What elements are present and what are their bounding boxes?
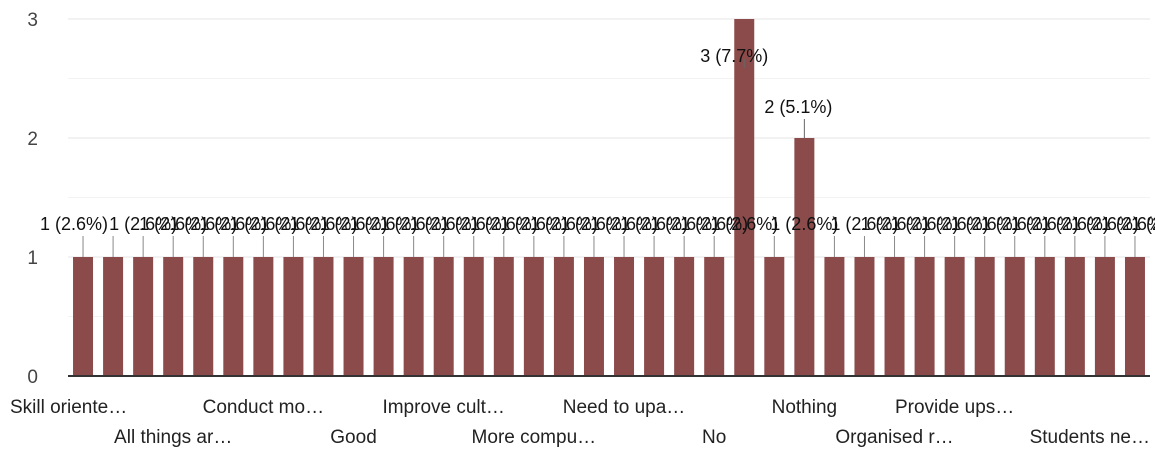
x-tick-label: More compu… (472, 427, 597, 448)
bar (583, 257, 604, 376)
bar (1064, 257, 1085, 376)
data-label: 1 (2.6%) (380, 214, 448, 234)
data-label: 1 (2.6%) (440, 214, 508, 234)
data-label: 1 (2.6%) (410, 214, 478, 234)
bar (974, 257, 995, 376)
x-tick-label: Improve cult… (382, 397, 504, 418)
data-label: 1 (2.6%) (500, 214, 568, 234)
data-label: 3 (7.7%) (700, 46, 768, 66)
data-label: 1 (2.6%) (951, 214, 1019, 234)
bar (1094, 257, 1115, 376)
data-label: 1 (2.6%) (289, 214, 357, 234)
bar (614, 257, 635, 376)
data-label: 1 (2.6%) (710, 214, 778, 234)
data-label: 1 (2.6%) (259, 214, 327, 234)
x-axis-ticks: Skill oriente… All things ar… Conduct mo… G… (10, 397, 1150, 448)
bar (343, 257, 364, 376)
data-label: 1 (2.6%) (921, 214, 989, 234)
y-tick-label: 0 (27, 367, 38, 388)
data-label: 1 (2.6%) (981, 214, 1049, 234)
bar (463, 257, 484, 376)
data-label: 1 (2.6%) (229, 214, 297, 234)
data-label: 1 (2.6%) (1071, 214, 1139, 234)
data-label: 1 (2.6%) (109, 214, 177, 234)
bar (1004, 257, 1025, 376)
bar (163, 257, 184, 376)
y-tick-label: 3 (27, 10, 38, 31)
x-tick-label: Need to upa… (563, 397, 686, 418)
bar (764, 257, 785, 376)
bar (674, 257, 695, 376)
x-tick-label: Good (330, 427, 376, 448)
data-label: 1 (2.6%) (1131, 214, 1155, 234)
bar (193, 257, 214, 376)
bar (313, 257, 334, 376)
x-tick-label: Conduct mo… (203, 397, 324, 418)
bar (734, 19, 755, 376)
grid-lines (68, 18, 1150, 377)
bar (884, 257, 905, 376)
bar (944, 257, 965, 376)
data-label: 1 (2.6%) (470, 214, 538, 234)
bar (553, 257, 574, 376)
data-label: 1 (2.6%) (1011, 214, 1079, 234)
bar (1124, 257, 1145, 376)
bar (914, 257, 935, 376)
bar (103, 257, 124, 376)
data-label: 1 (2.6%) (530, 214, 598, 234)
bar (223, 257, 244, 376)
data-label: 1 (2.6%) (770, 214, 838, 234)
data-label: 1 (2.6%) (830, 214, 898, 234)
bar (523, 257, 544, 376)
data-label: 1 (2.6%) (560, 214, 628, 234)
data-label: 1 (2.6%) (1101, 214, 1155, 234)
data-labels: 1 (2.6%) 1 (2.6%)1 (2.6%)1 (2.6%)1 (2.6%)… (40, 46, 1155, 257)
data-label: 1 (2.6%) (40, 214, 108, 234)
x-tick-label: Organised r… (835, 427, 953, 448)
x-tick-label: Students ne… (1030, 427, 1150, 448)
y-tick-label: 1 (27, 248, 38, 269)
y-tick-label: 2 (27, 129, 38, 150)
data-label: 1 (2.6%) (620, 214, 688, 234)
bar (433, 257, 454, 376)
bar (493, 257, 514, 376)
bar (794, 138, 815, 376)
data-label: 1 (2.6%) (590, 214, 658, 234)
bar (824, 257, 845, 376)
data-label: 1 (2.6%) (169, 214, 237, 234)
bar (854, 257, 875, 376)
x-tick-label: Skill oriente… (10, 397, 127, 418)
data-label: 1 (2.6%) (139, 214, 207, 234)
data-label: 1 (2.6%) (680, 214, 748, 234)
data-label: 1 (2.6%) (199, 214, 267, 234)
data-label: 1 (2.6%) (650, 214, 718, 234)
bar (403, 257, 424, 376)
y-axis-ticks: 0 1 2 3 (27, 10, 38, 388)
bar (283, 257, 304, 376)
data-label: 1 (2.6%) (1041, 214, 1109, 234)
x-tick-label: Provide ups… (895, 397, 1014, 418)
bar (1034, 257, 1055, 376)
data-label: 1 (2.6%) (319, 214, 387, 234)
data-label: 1 (2.6%) (350, 214, 418, 234)
x-tick-label: Nothing (772, 397, 838, 418)
bar (253, 257, 274, 376)
bars (73, 19, 1145, 376)
data-label: 1 (2.6%) (860, 214, 928, 234)
data-label: 1 (2.6%) (891, 214, 959, 234)
bar (373, 257, 394, 376)
bar (133, 257, 154, 376)
bar (73, 257, 94, 376)
bar (644, 257, 665, 376)
data-label: 2 (5.1%) (764, 97, 832, 117)
x-tick-label: All things ar… (114, 427, 232, 448)
x-tick-label: No (702, 427, 726, 448)
bar (704, 257, 725, 376)
